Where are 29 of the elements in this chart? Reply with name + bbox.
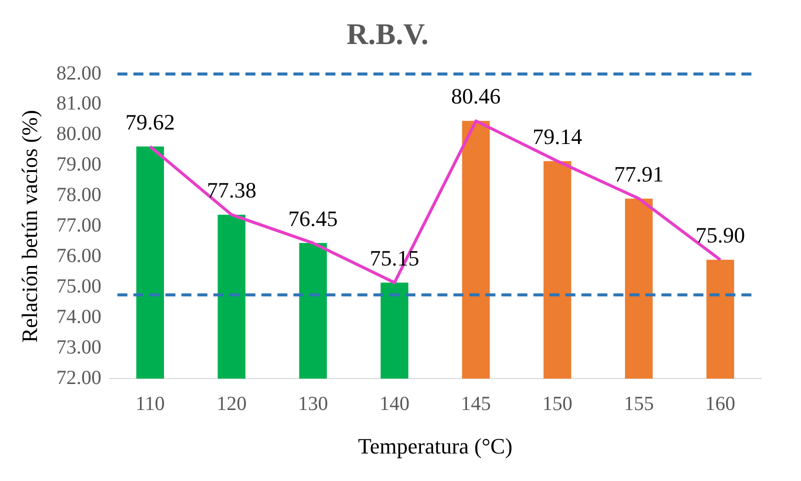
y-tick-label: 77.00 [56,214,102,237]
y-tick-label: 79.00 [56,154,102,176]
y-tick-label: 80.00 [56,123,102,146]
x-tick-label: 150 [542,392,572,415]
data-label: 79.14 [532,124,582,149]
y-tick-label: 74.00 [56,306,102,328]
y-tick-label: 81.00 [56,92,102,115]
data-label: 75.90 [696,222,746,248]
x-tick-label: 130 [298,392,328,415]
x-tick-label: 140 [379,392,410,415]
x-tick-label: 110 [135,392,165,415]
x-tick-label: 145 [460,392,491,415]
y-tick-label: 75.00 [56,275,102,298]
y-tick-label: 82.00 [56,62,102,84]
data-label: 80.46 [451,84,501,109]
data-label: 76.45 [288,206,338,231]
y-tick-label: 72.00 [56,366,102,389]
y-axis-title: Relación betún vacíos (%) [16,110,42,343]
y-tick-label: 76.00 [56,245,102,268]
x-tick-label: 120 [216,392,247,415]
data-label: 77.38 [206,178,256,203]
x-axis-title: Temperatura (°C) [358,434,512,459]
x-tick-label: 155 [624,392,654,415]
data-label: 77.91 [614,161,664,186]
y-tick-label: 73.00 [56,336,102,358]
x-tick-label: 160 [705,392,736,415]
y-tick-label: 78.00 [56,184,102,206]
chart-title: R.B.V. [346,18,428,51]
data-label: 79.62 [125,109,175,134]
